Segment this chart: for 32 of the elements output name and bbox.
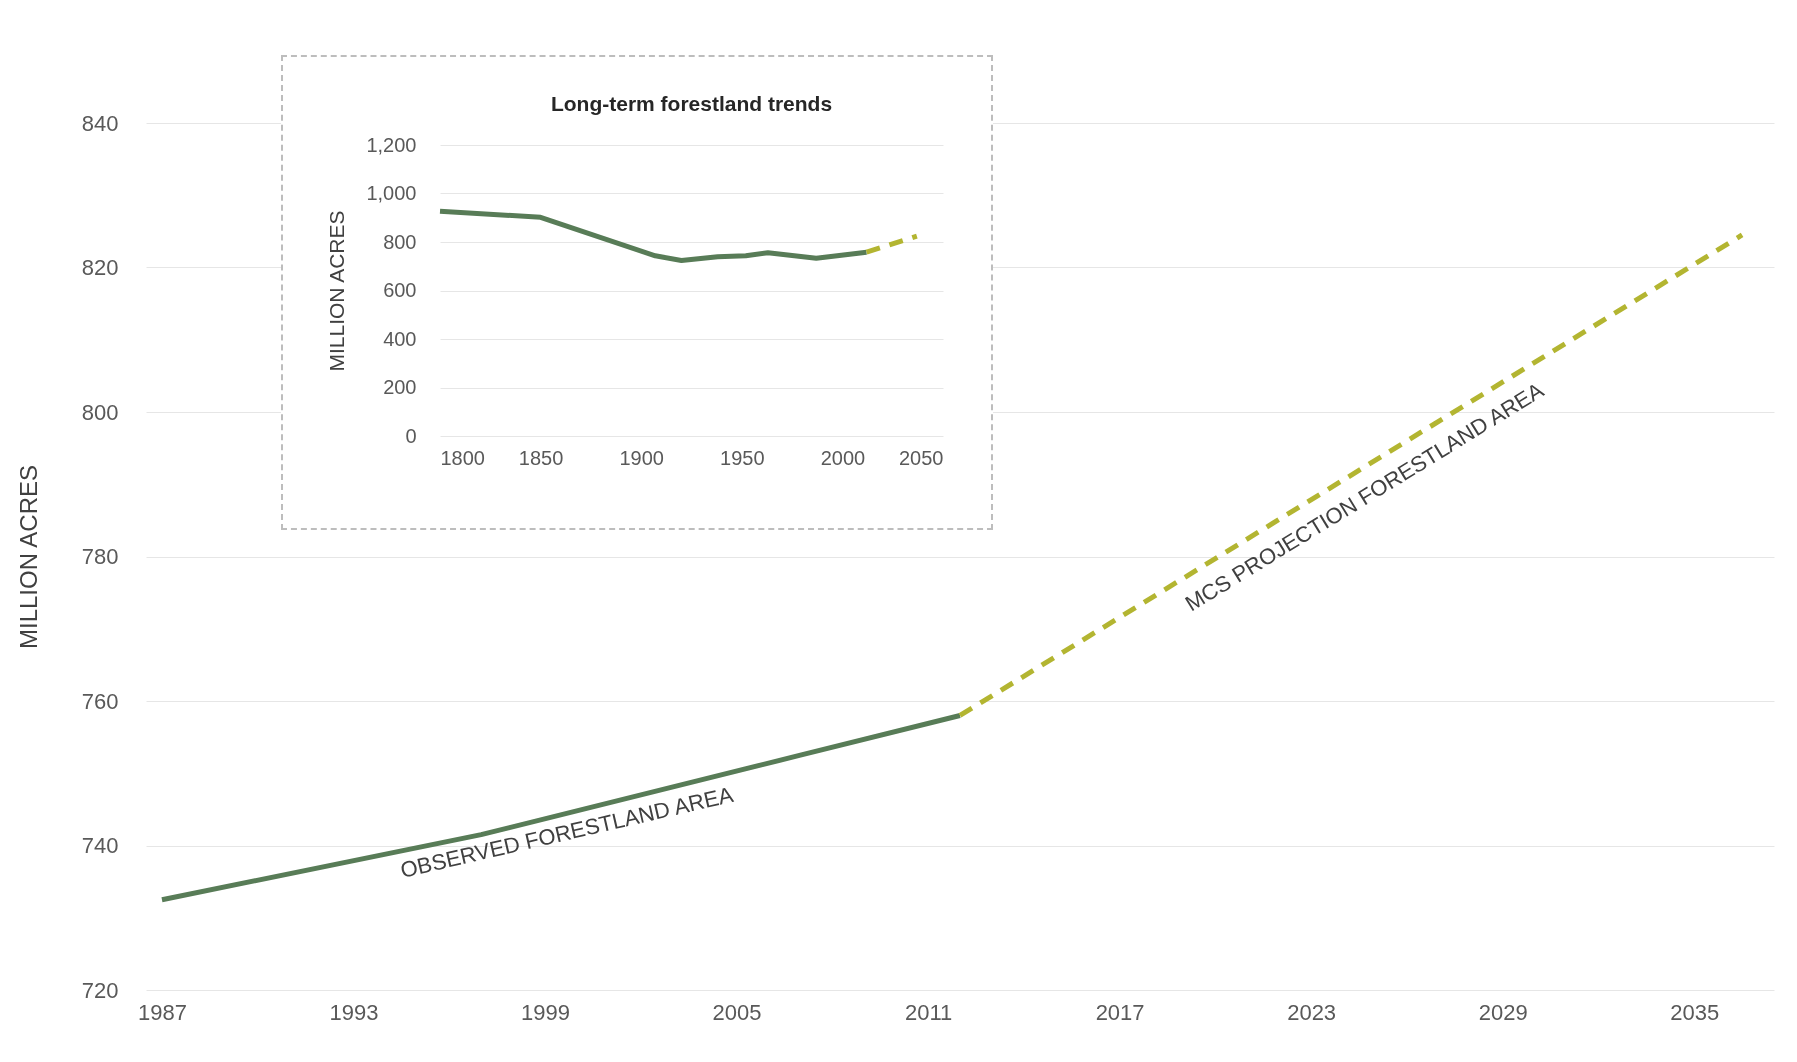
x-tick-label: 1987 bbox=[137, 999, 187, 1025]
y-tick-label: 840 bbox=[81, 110, 119, 136]
x-tick-label: 1999 bbox=[521, 999, 570, 1025]
y-tick-label: 800 bbox=[81, 399, 119, 425]
x-tick-label: 2011 bbox=[904, 999, 953, 1025]
x-tick-label: 1850 bbox=[518, 446, 564, 469]
x-tick-label: 1993 bbox=[329, 999, 379, 1025]
y-tick-label: 820 bbox=[81, 255, 119, 280]
y-tick-label: 1,200 bbox=[366, 133, 417, 156]
y-tick-label: 740 bbox=[81, 833, 119, 858]
x-tick-label: 2000 bbox=[820, 446, 866, 469]
y-axis-title: MILLION ACRES bbox=[14, 464, 42, 650]
y-tick-label: 0 bbox=[405, 424, 417, 447]
x-tick-label: 2023 bbox=[1287, 999, 1337, 1025]
x-tick-label: 2035 bbox=[1670, 999, 1720, 1025]
chart-title: Long-term forestland trends bbox=[550, 92, 833, 115]
x-tick-label: 2017 bbox=[1095, 999, 1145, 1025]
y-axis-title: MILLION ACRES bbox=[325, 210, 349, 372]
y-tick-label: 600 bbox=[383, 279, 417, 301]
x-tick-label: 2029 bbox=[1478, 999, 1528, 1025]
y-tick-label: 1,000 bbox=[366, 182, 417, 204]
y-tick-label: 720 bbox=[81, 977, 119, 1003]
x-tick-label: 2050 bbox=[899, 446, 944, 469]
x-tick-label: 2005 bbox=[712, 999, 762, 1025]
y-tick-label: 400 bbox=[383, 327, 417, 350]
x-tick-label: 1900 bbox=[619, 446, 664, 469]
x-tick-label: 1950 bbox=[720, 446, 765, 469]
x-tick-label: 1800 bbox=[440, 446, 485, 469]
y-tick-label: 200 bbox=[383, 376, 417, 398]
y-tick-label: 800 bbox=[383, 230, 417, 253]
y-tick-label: 760 bbox=[81, 688, 119, 714]
y-tick-label: 780 bbox=[81, 544, 119, 569]
